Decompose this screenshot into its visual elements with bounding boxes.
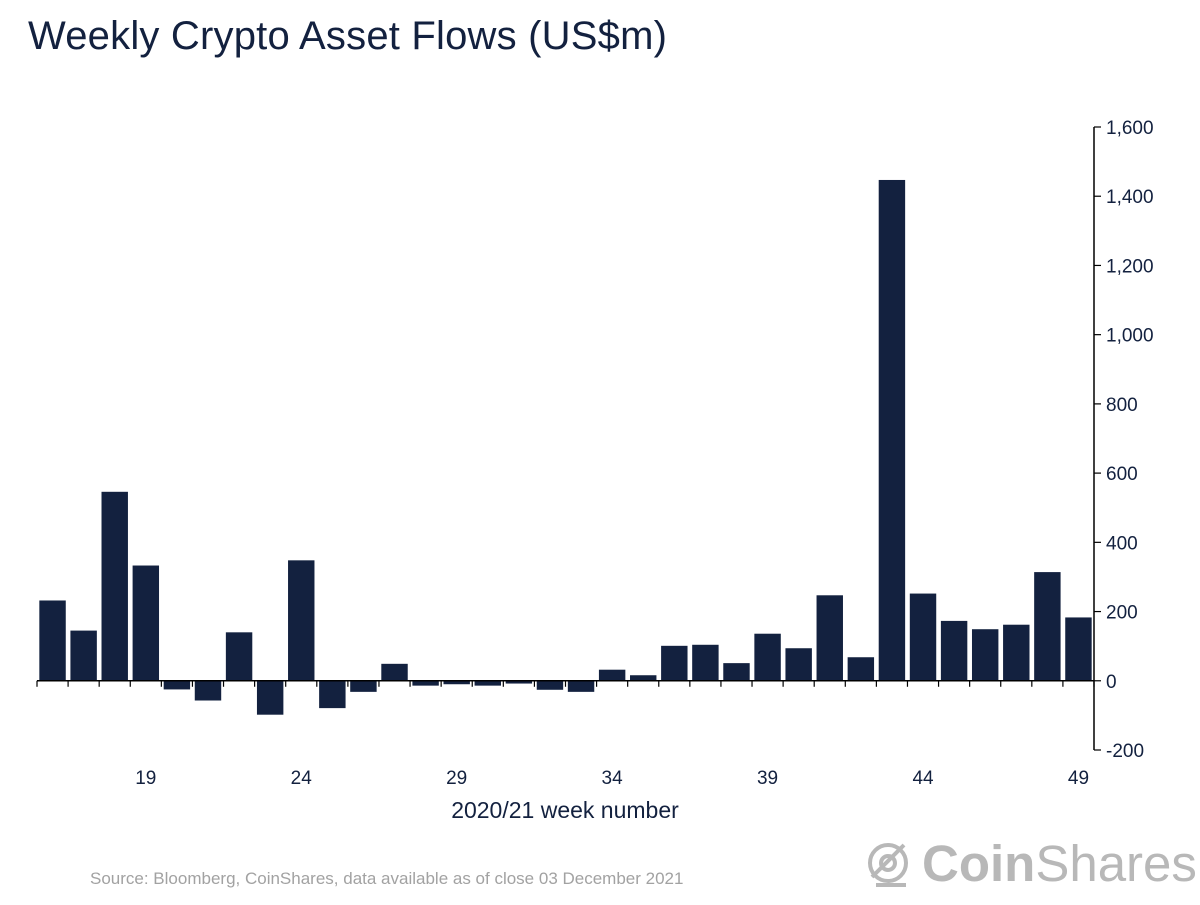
y-tick-label: 1,400 bbox=[1106, 187, 1154, 208]
y-tick-label: 800 bbox=[1106, 395, 1138, 416]
y-tick-label: 200 bbox=[1106, 603, 1138, 624]
x-tick-label-34: 34 bbox=[602, 768, 624, 789]
y-tick-label: 1,200 bbox=[1106, 256, 1154, 277]
bar-week-40 bbox=[785, 648, 812, 681]
bar-week-41 bbox=[816, 595, 843, 681]
bar-week-32 bbox=[536, 680, 564, 690]
bar-week-18 bbox=[101, 491, 128, 681]
bar-week-17 bbox=[70, 630, 97, 681]
bar-week-20 bbox=[163, 680, 191, 690]
x-tick-label-49: 49 bbox=[1068, 768, 1089, 789]
bar-week-27 bbox=[381, 663, 408, 681]
bar-week-31 bbox=[505, 680, 533, 684]
bar-week-43 bbox=[878, 179, 906, 681]
coinshares-logo-icon bbox=[868, 843, 908, 887]
brand-name-bold: Coin bbox=[922, 834, 1036, 892]
brand-name: CoinShares bbox=[922, 834, 1197, 893]
bar-week-25 bbox=[319, 680, 346, 709]
x-axis-label: 2020/21 week number bbox=[451, 797, 679, 823]
y-tick-label: 1,000 bbox=[1106, 326, 1154, 347]
y-tick-label: 0 bbox=[1106, 672, 1117, 693]
y-tick-label: -200 bbox=[1106, 741, 1144, 762]
bar-week-33 bbox=[567, 680, 595, 692]
y-tick-label: 1,600 bbox=[1106, 118, 1154, 139]
y-axis: -200 0 200 400 600 800 1,000 1,200 1,400 1,600 bbox=[1093, 118, 1154, 762]
bar-week-23 bbox=[256, 680, 284, 715]
bars-group bbox=[39, 179, 1092, 715]
bar-week-24 bbox=[288, 560, 315, 681]
bar-week-46 bbox=[971, 629, 999, 681]
y-tick-label: 600 bbox=[1106, 464, 1138, 485]
y-tick-label: 400 bbox=[1106, 533, 1138, 554]
x-tick-label-29: 29 bbox=[446, 768, 467, 789]
bar-week-22 bbox=[225, 632, 253, 681]
bar-week-35 bbox=[630, 675, 657, 681]
x-tick-label-44: 44 bbox=[912, 768, 934, 789]
source-note: Source: Bloomberg, CoinShares, data avai… bbox=[90, 869, 684, 888]
bar-week-48 bbox=[1034, 572, 1061, 681]
chart-title: Weekly Crypto Asset Flows (US$m) bbox=[28, 14, 668, 58]
bar-week-30 bbox=[474, 680, 501, 686]
bar-week-37 bbox=[692, 644, 719, 681]
bar-week-26 bbox=[350, 680, 377, 692]
bar-week-39 bbox=[754, 633, 781, 681]
bar-week-36 bbox=[661, 645, 688, 681]
bar-week-34 bbox=[598, 669, 626, 681]
bar-week-19 bbox=[132, 565, 160, 681]
x-tick-label-19: 19 bbox=[135, 768, 156, 789]
x-tick-label-24: 24 bbox=[291, 768, 313, 789]
bar-week-47 bbox=[1003, 624, 1030, 681]
bar-week-16 bbox=[39, 600, 66, 681]
x-axis: 19 24 29 34 39 44 49 bbox=[36, 680, 1095, 789]
bar-week-44 bbox=[909, 593, 937, 681]
bar-week-45 bbox=[940, 620, 968, 681]
brand-logo: CoinShares bbox=[866, 832, 1197, 894]
bar-week-38 bbox=[723, 663, 750, 681]
bar-week-28 bbox=[412, 680, 439, 686]
bar-week-49 bbox=[1065, 617, 1092, 681]
bar-week-21 bbox=[194, 680, 222, 701]
bar-week-42 bbox=[847, 657, 875, 681]
brand-name-light: Shares bbox=[1035, 834, 1197, 892]
bar-week-29 bbox=[443, 680, 470, 685]
x-tick-label-39: 39 bbox=[757, 768, 778, 789]
